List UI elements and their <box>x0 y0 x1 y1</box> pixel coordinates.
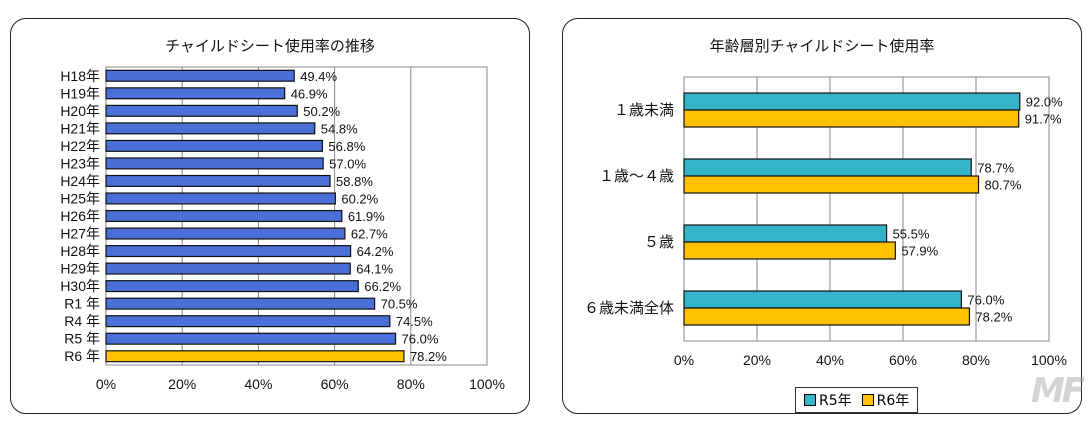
watermark-logo: MF <box>1030 371 1085 411</box>
category-label: H26年 <box>60 208 100 224</box>
bar <box>105 69 295 82</box>
category-label: １歳～４歳 <box>599 168 674 185</box>
category-label: H19年 <box>60 85 100 101</box>
category-label: H30年 <box>60 278 100 294</box>
x-tick-label: 40% <box>816 352 844 368</box>
trend-chart-panel: チャイルドシート使用率の推移 0% 20% 40% 60% 80% 100% H18年 49.… <box>10 18 530 414</box>
x-tick-label: 80% <box>962 352 990 368</box>
x-tick-label: 20% <box>168 376 196 392</box>
bar <box>105 350 405 363</box>
bar <box>105 315 391 328</box>
data-label: 70.5% <box>381 297 418 312</box>
trend-chart-svg: 0% 20% 40% 60% 80% 100% H18年 49.4% H19年 46.9% H20年… <box>60 66 505 392</box>
category-label: H27年 <box>60 226 100 242</box>
data-label: 55.5% <box>893 227 930 242</box>
data-label: 57.0% <box>329 156 366 171</box>
data-label: 78.2% <box>410 349 447 364</box>
data-label: 78.7% <box>977 161 1014 176</box>
category-label: H20年 <box>60 103 100 119</box>
bar <box>105 157 324 170</box>
data-label: 58.8% <box>336 174 373 189</box>
legend-label-r6: R6年 <box>876 393 910 409</box>
bar <box>683 224 888 243</box>
category-label: H18年 <box>60 68 100 84</box>
trend-chart-title: チャイルドシート使用率の推移 <box>165 37 375 55</box>
bar <box>105 174 331 187</box>
category-label: R5 年 <box>64 331 100 347</box>
legend-item-r6: R6年 <box>861 390 910 410</box>
category-label: ６歳未満全体 <box>584 299 674 317</box>
bar <box>105 122 316 135</box>
category-label: H24年 <box>60 173 100 189</box>
category-label: H23年 <box>60 155 100 171</box>
category-label: H29年 <box>60 261 100 277</box>
data-label: 74.5% <box>396 314 433 329</box>
data-label: 56.8% <box>328 139 365 154</box>
data-label: 92.0% <box>1026 95 1063 110</box>
data-label: 46.9% <box>291 86 328 101</box>
x-tick-label: 20% <box>743 352 771 368</box>
x-tick-label: 80% <box>397 376 425 392</box>
data-label: 76.0% <box>967 293 1004 308</box>
bar <box>683 92 1021 111</box>
legend-label-r5: R5年 <box>819 393 852 409</box>
bar <box>105 297 376 310</box>
bar <box>105 209 343 223</box>
category-label: R1 年 <box>64 296 100 312</box>
category-label: H28年 <box>60 243 100 259</box>
bar <box>683 290 962 309</box>
data-label: 91.7% <box>1025 112 1062 127</box>
category-label: ５歳 <box>644 234 674 251</box>
data-label: 66.2% <box>364 279 401 294</box>
x-tick-label: 0% <box>96 376 116 392</box>
x-tick-label: 0% <box>674 352 694 368</box>
category-label: １歳未満 <box>614 102 674 119</box>
legend-swatch-r6 <box>861 394 874 406</box>
category-label: R4 年 <box>64 313 100 329</box>
x-tick-label: 100% <box>469 376 505 392</box>
data-label: 76.0% <box>402 332 439 347</box>
bar <box>105 280 359 293</box>
bar <box>683 307 971 326</box>
bar <box>683 175 980 194</box>
x-tick-label: 100% <box>1031 352 1067 368</box>
bar <box>105 245 352 258</box>
category-label: H22年 <box>60 138 100 154</box>
data-label: 80.7% <box>985 178 1022 193</box>
data-label: 78.2% <box>975 310 1012 325</box>
bar <box>683 158 972 177</box>
age-chart-legend: R5年 R6年 <box>795 387 919 413</box>
legend-item-r5: R5年 <box>804 390 852 410</box>
bar <box>105 332 397 345</box>
data-label: 57.9% <box>901 244 938 259</box>
bar <box>105 262 351 275</box>
age-chart-title: 年齢層別チャイルドシート使用率 <box>709 37 935 55</box>
bar <box>105 87 286 100</box>
data-label: 62.7% <box>351 227 388 242</box>
bar <box>105 104 298 117</box>
bar <box>105 139 324 152</box>
x-tick-label: 60% <box>321 376 349 392</box>
x-tick-label: 40% <box>244 376 272 392</box>
category-label: H25年 <box>60 190 100 206</box>
data-label: 49.4% <box>300 69 337 84</box>
bar <box>105 227 346 240</box>
data-label: 64.1% <box>356 262 393 277</box>
bar <box>683 241 896 260</box>
data-label: 64.2% <box>357 244 394 259</box>
bar <box>683 109 1020 128</box>
bar <box>105 192 336 205</box>
data-label: 54.8% <box>321 121 358 136</box>
category-label: R6 年 <box>64 348 100 364</box>
age-chart-panel: 年齢層別チャイルドシート使用率 0% 20% 40% 60% 80% 100% １歳未満 92… <box>562 18 1082 414</box>
data-label: 50.2% <box>303 104 340 119</box>
data-label: 61.9% <box>348 209 385 224</box>
category-label: H21年 <box>60 120 100 136</box>
legend-swatch-r5 <box>804 394 816 406</box>
x-tick-label: 60% <box>889 352 917 368</box>
age-chart-svg: 0% 20% 40% 60% 80% 100% １歳未満 92.0% 91.7% １歳～４歳 78.… <box>584 76 1067 368</box>
data-label: 60.2% <box>341 191 378 206</box>
